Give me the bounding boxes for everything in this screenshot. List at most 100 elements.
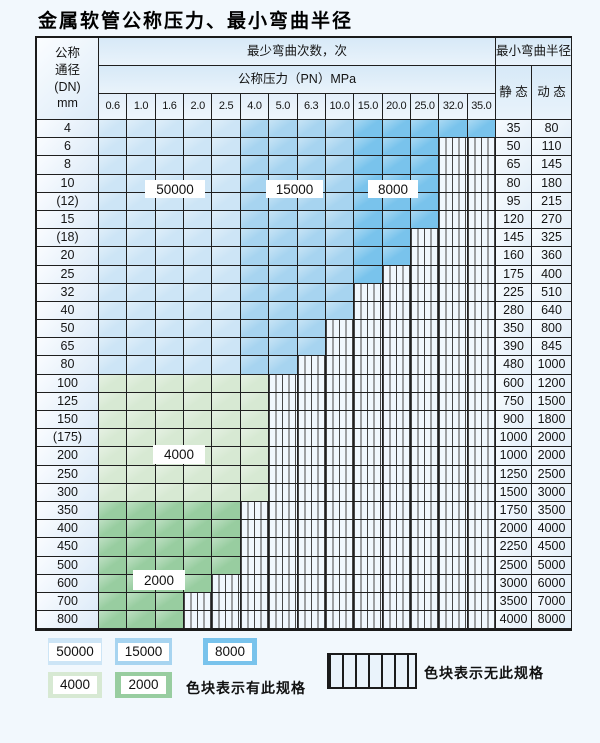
spec-cell [382, 229, 411, 248]
spec-cell [325, 192, 355, 211]
no-spec-cell [467, 229, 497, 248]
dynamic-value-cell: 4000 [532, 520, 573, 539]
no-spec-cell [269, 574, 298, 593]
pressure-col-header: 5.0 [269, 94, 298, 120]
spec-cell [184, 429, 213, 448]
spec-cell [382, 156, 411, 175]
static-value-cell: 600 [496, 374, 533, 393]
no-spec-cell [297, 392, 326, 411]
spec-cell [269, 356, 298, 375]
spec-cell [184, 120, 213, 139]
static-value-cell: 160 [496, 247, 533, 266]
spec-cell [240, 283, 270, 302]
no-spec-cell [325, 411, 355, 430]
spec-cell [99, 265, 128, 284]
spec-cell [382, 247, 411, 266]
cycle-count-label: 15000 [266, 180, 323, 198]
dynamic-value-cell: 1500 [532, 392, 573, 411]
static-value-cell: 50 [496, 138, 533, 157]
spec-cell [127, 301, 156, 321]
static-value-cell: 95 [496, 192, 533, 211]
spec-cell [297, 138, 326, 157]
static-value-cell: 1000 [496, 429, 533, 448]
spec-cell [99, 301, 128, 321]
spec-cell [127, 356, 156, 375]
legend-absent-label: 色块表示无此规格 [424, 665, 544, 681]
no-spec-cell [354, 356, 383, 375]
dn-cell: 50 [37, 320, 99, 339]
no-spec-cell [297, 538, 326, 557]
no-spec-cell [354, 447, 383, 466]
spec-cell [184, 156, 213, 175]
spec-cell [240, 247, 270, 266]
spec-cell [155, 265, 185, 284]
spec-cell [99, 247, 128, 266]
pressure-col-header: 0.6 [99, 94, 128, 120]
spec-cell [240, 301, 270, 321]
no-spec-cell [410, 392, 440, 411]
spec-cell [155, 320, 185, 339]
no-spec-cell [297, 574, 326, 593]
spec-cell [99, 447, 128, 466]
no-spec-cell [467, 592, 497, 612]
spec-cell [410, 210, 440, 230]
no-spec-cell [184, 611, 213, 630]
no-spec-cell [467, 247, 497, 266]
no-spec-cell [269, 374, 298, 393]
spec-cell [155, 611, 185, 630]
dn-cell: (175) [37, 429, 99, 448]
no-spec-cell [269, 411, 298, 430]
dynamic-value-cell: 2000 [532, 447, 573, 466]
spec-cell [184, 501, 213, 521]
no-spec-cell [439, 156, 468, 175]
spec-cell [99, 520, 128, 539]
dn-cell: 25 [37, 265, 99, 284]
static-value-cell: 280 [496, 301, 533, 321]
spec-cell [99, 283, 128, 302]
static-value-cell: 80 [496, 174, 533, 193]
dynamic-header-cell: 动 态 [532, 66, 573, 120]
dn-cell: 450 [37, 538, 99, 557]
no-spec-cell [269, 483, 298, 502]
no-spec-cell [439, 210, 468, 230]
no-spec-cell [325, 520, 355, 539]
no-spec-cell [410, 520, 440, 539]
no-spec-cell [439, 520, 468, 539]
no-spec-cell [467, 320, 497, 339]
static-value-cell: 65 [496, 156, 533, 175]
no-spec-cell [467, 501, 497, 521]
spec-cell [184, 465, 213, 484]
spec-cell [297, 301, 326, 321]
dynamic-value-cell: 7000 [532, 592, 573, 612]
no-spec-cell [439, 356, 468, 375]
dn-cell: 10 [37, 174, 99, 193]
no-spec-cell [240, 538, 270, 557]
no-spec-cell [240, 574, 270, 593]
no-spec-cell [439, 229, 468, 248]
no-spec-cell [297, 465, 326, 484]
spec-cell [155, 138, 185, 157]
static-value-cell: 480 [496, 356, 533, 375]
spec-cell [99, 538, 128, 557]
spec-cell [99, 611, 128, 630]
no-spec-cell [439, 556, 468, 575]
no-spec-cell [240, 592, 270, 612]
no-spec-cell [467, 538, 497, 557]
no-spec-cell [269, 592, 298, 612]
cycles-header-cell: 最少弯曲次数，次 [99, 38, 497, 66]
dynamic-value-cell: 360 [532, 247, 573, 266]
spec-cell [184, 374, 213, 393]
spec-cell [99, 174, 128, 193]
no-spec-cell [382, 283, 411, 302]
spec-cell [99, 320, 128, 339]
no-spec-cell [410, 320, 440, 339]
spec-cell [127, 265, 156, 284]
dn-cell: 500 [37, 556, 99, 575]
radius-header-cell: 最小弯曲半径 [496, 38, 573, 66]
dynamic-value-cell: 110 [532, 138, 573, 157]
no-spec-cell [325, 611, 355, 630]
no-spec-cell [439, 174, 468, 193]
no-spec-cell [410, 247, 440, 266]
spec-cell [127, 338, 156, 357]
spec-cell [155, 120, 185, 139]
